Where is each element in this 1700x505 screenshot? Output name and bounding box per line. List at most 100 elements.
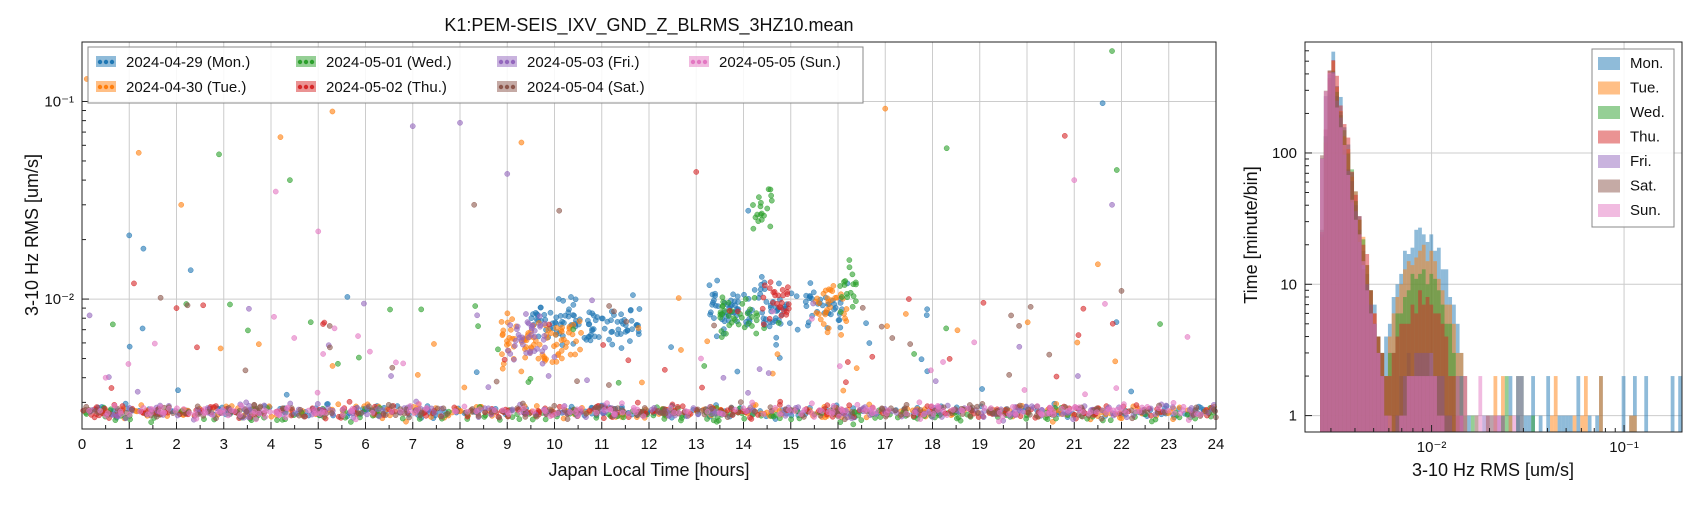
- scatter-point: [999, 413, 1006, 420]
- scatter-point: [397, 408, 404, 415]
- scatter-point: [618, 311, 624, 318]
- scatter-point: [604, 318, 611, 325]
- scatter-point: [843, 379, 849, 386]
- scatter-y-axis-label: 3-10 Hz RMS [um/s]: [22, 154, 42, 316]
- scatter-legend-item: 2024-05-04 (Sat.): [497, 79, 645, 96]
- scatter-point: [907, 341, 914, 347]
- scatter-y-tick-label: 10⁻¹: [44, 93, 74, 110]
- scatter-point: [1112, 358, 1119, 365]
- scatter-point: [711, 315, 717, 321]
- scatter-point: [1074, 339, 1081, 346]
- scatter-point: [200, 302, 207, 309]
- scatter-point: [567, 409, 574, 416]
- histogram-bar: [1538, 415, 1543, 432]
- scatter-point: [520, 400, 526, 407]
- scatter-point: [325, 405, 332, 411]
- scatter-x-tick-label: 5: [314, 436, 322, 453]
- scatter-point: [883, 410, 890, 417]
- scatter-point: [767, 404, 774, 411]
- scatter-x-tick-label: 14: [735, 436, 752, 453]
- scatter-point: [882, 105, 889, 112]
- histogram-bar: [1670, 376, 1675, 432]
- scatter-point: [315, 228, 322, 235]
- scatter-point: [840, 387, 847, 394]
- histogram-bar: [1410, 304, 1415, 432]
- scatter-point: [564, 416, 571, 422]
- scatter-point: [892, 407, 899, 414]
- scatter-point: [925, 408, 932, 415]
- scatter-point: [849, 409, 855, 415]
- scatter-point: [773, 341, 779, 348]
- histogram-bar: [1572, 415, 1577, 432]
- scatter-point: [499, 365, 506, 372]
- scatter-point: [714, 277, 721, 284]
- histogram-bar: [1346, 174, 1351, 432]
- scatter-point: [527, 375, 534, 382]
- scatter-point: [903, 311, 909, 317]
- scatter-point: [720, 374, 727, 381]
- scatter-point: [620, 414, 627, 421]
- scatter-point: [457, 119, 463, 126]
- scatter-point: [846, 402, 853, 409]
- scatter-point: [959, 407, 966, 414]
- histogram-legend-label: Wed.: [1630, 104, 1665, 121]
- scatter-point: [932, 378, 939, 384]
- scatter-point: [131, 280, 137, 287]
- scatter-point: [1144, 404, 1151, 410]
- scatter-point: [903, 410, 910, 417]
- scatter-point: [416, 401, 422, 407]
- scatter-point: [726, 307, 733, 314]
- scatter-point: [122, 415, 129, 422]
- scatter-point: [277, 134, 284, 140]
- scatter-point: [482, 409, 488, 416]
- scatter-point: [1061, 132, 1068, 139]
- scatter-point: [625, 357, 632, 364]
- scatter-point: [699, 407, 705, 414]
- scatter-point: [923, 312, 930, 319]
- scatter-point: [671, 409, 678, 416]
- histogram-legend-item: Fri.: [1598, 153, 1652, 170]
- scatter-point: [522, 354, 529, 361]
- scatter-point: [1109, 48, 1115, 54]
- scatter-point: [627, 338, 633, 344]
- scatter-point: [863, 320, 869, 327]
- scatter-point: [473, 369, 480, 376]
- scatter-point: [268, 413, 275, 420]
- scatter-point: [504, 310, 511, 317]
- scatter-point: [366, 403, 372, 410]
- scatter-point: [768, 413, 775, 419]
- histogram-x-axis-label: 3-10 Hz RMS [um/s]: [1412, 460, 1574, 480]
- histogram-bars: [1320, 51, 1682, 433]
- histogram-bar: [1459, 415, 1464, 432]
- scatter-point: [528, 315, 535, 321]
- scatter-point: [157, 404, 164, 410]
- scatter-point: [514, 323, 521, 330]
- scatter-point: [570, 302, 577, 308]
- histogram-bar: [1504, 376, 1509, 432]
- scatter-point: [930, 411, 937, 417]
- scatter-point: [389, 364, 396, 371]
- scatter-point: [809, 315, 815, 322]
- histogram-bar: [1436, 376, 1441, 432]
- scatter-point: [1009, 404, 1016, 410]
- scatter-point: [755, 218, 762, 225]
- scatter-point: [1114, 406, 1120, 413]
- scatter-point: [741, 415, 748, 422]
- scatter-point: [685, 408, 692, 415]
- histogram-bar: [1489, 415, 1494, 432]
- scatter-point: [418, 306, 425, 313]
- scatter-point: [523, 311, 529, 317]
- scatter-point: [739, 300, 746, 307]
- scatter-point: [474, 312, 480, 319]
- histogram-bar: [1436, 415, 1441, 432]
- scatter-point: [409, 123, 416, 130]
- scatter-point: [701, 363, 708, 369]
- scatter-point: [787, 320, 793, 326]
- scatter-legend-item: 2024-05-03 (Fri.): [497, 54, 640, 71]
- scatter-point: [320, 351, 326, 357]
- scatter-point: [869, 410, 876, 417]
- scatter-point: [756, 366, 763, 372]
- scatter-point: [850, 421, 857, 428]
- scatter-point: [585, 334, 592, 340]
- scatter-point: [262, 413, 269, 420]
